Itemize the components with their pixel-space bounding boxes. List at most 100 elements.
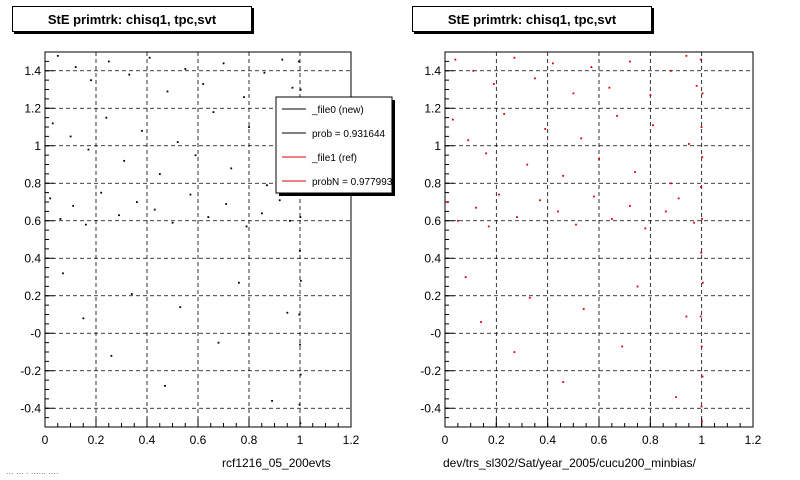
data-point [298, 403, 301, 406]
data-point [634, 171, 636, 173]
data-point [629, 60, 631, 63]
data-point [243, 96, 245, 98]
data-point [184, 68, 187, 70]
data-point [297, 60, 300, 63]
x-tick-label: 0.6 [190, 433, 207, 447]
data-point [593, 195, 595, 198]
data-point [299, 279, 302, 282]
data-point [299, 422, 302, 425]
data-point [608, 86, 611, 89]
data-point [516, 216, 518, 218]
data-point [552, 62, 554, 65]
data-point [207, 216, 210, 218]
data-point [260, 212, 263, 215]
x-tick-label: 0 [42, 433, 49, 447]
data-point [699, 315, 702, 318]
y-tick-label: -0 [430, 326, 441, 340]
data-point [298, 313, 301, 316]
data-point [217, 341, 220, 344]
data-point [701, 375, 704, 378]
data-point [123, 159, 126, 162]
legend-box [275, 96, 393, 194]
data-point [557, 210, 559, 213]
data-point [539, 199, 541, 202]
x-tick-label: 0 [442, 433, 449, 447]
data-point [166, 90, 169, 93]
data-point [299, 373, 302, 376]
data-point [82, 317, 85, 320]
data-point [245, 225, 248, 228]
data-point [487, 225, 490, 228]
y-tick-label: -0.2 [420, 364, 441, 378]
data-point [467, 139, 470, 142]
data-point [575, 223, 577, 226]
y-tick-label: 0.2 [24, 289, 41, 303]
data-point [171, 221, 174, 224]
data-point [700, 405, 703, 408]
data-point [528, 296, 531, 299]
x-tick-label: 0.4 [139, 433, 156, 447]
x-tick-label: 1 [297, 433, 304, 447]
data-point [286, 311, 289, 314]
data-point [670, 69, 672, 72]
data-point [629, 204, 631, 207]
panel-1-title: StE primtrk: chisq1, tpc,svt [12, 6, 252, 32]
data-point [56, 54, 59, 57]
x-tick-label: 0.4 [539, 433, 556, 447]
data-point [464, 276, 467, 278]
data-point [616, 114, 618, 117]
data-point [49, 197, 52, 200]
data-point [271, 399, 273, 402]
panel-2-title: StE primtrk: chisq1, tpc,svt [412, 6, 652, 32]
data-point [457, 219, 459, 222]
data-point [451, 118, 454, 121]
data-point [225, 203, 228, 205]
data-point [69, 135, 72, 138]
data-point [572, 92, 575, 95]
data-point [534, 77, 536, 80]
data-point [118, 214, 120, 217]
data-point [685, 315, 688, 318]
data-point [652, 124, 654, 127]
data-point [299, 216, 302, 218]
data-point [230, 167, 233, 170]
data-point [202, 83, 205, 85]
data-point [699, 58, 702, 61]
data-point [107, 60, 110, 63]
y-tick-label: 1 [434, 139, 441, 153]
panel-1-x-axis-label: rcf1216_05_200evts [222, 456, 331, 470]
data-point [475, 206, 477, 209]
data-point [621, 345, 624, 348]
data-point [503, 113, 506, 115]
data-point [492, 83, 495, 85]
data-point [179, 306, 182, 308]
x-tick-label: 0.2 [88, 433, 105, 447]
data-point [611, 218, 613, 220]
x-tick-label: 1.2 [343, 433, 360, 447]
y-tick-label: 1.4 [424, 64, 441, 78]
data-point [238, 281, 240, 284]
data-point [480, 321, 482, 323]
data-point [454, 58, 457, 61]
data-point [194, 154, 197, 157]
data-point [562, 174, 565, 177]
data-point [59, 218, 62, 220]
legend-label: _file0 (new) [311, 105, 364, 116]
data-point [582, 308, 585, 310]
data-point [62, 272, 64, 275]
data-point [688, 143, 690, 145]
panel-2-x-axis-label: dev/trs_sl302/Sat/year_2005/cucu200_minb… [443, 456, 696, 470]
y-tick-label: 0.8 [424, 176, 441, 190]
data-point [675, 396, 677, 398]
x-tick-label: 0.2 [488, 433, 505, 447]
data-point [485, 152, 488, 155]
data-point [590, 66, 593, 68]
data-point [148, 56, 151, 59]
x-tick-label: 0.8 [642, 433, 659, 447]
x-tick-label: 1 [698, 433, 705, 447]
data-point [598, 158, 600, 160]
data-point [649, 94, 652, 97]
data-point [677, 197, 680, 200]
data-point [700, 251, 703, 254]
data-point [281, 58, 284, 61]
